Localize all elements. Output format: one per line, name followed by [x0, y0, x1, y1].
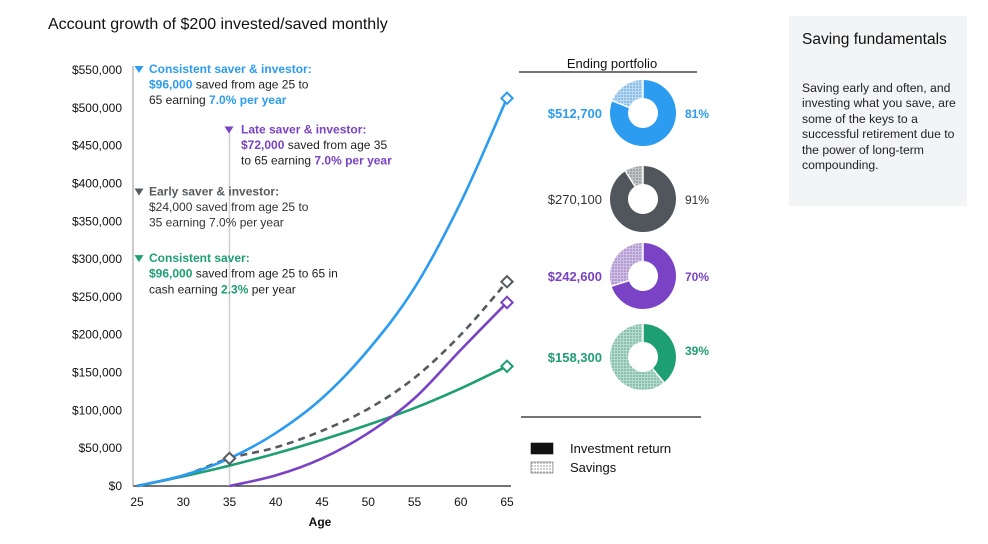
- donut-savings-tint: [612, 80, 643, 108]
- series-end-marker: [499, 295, 515, 310]
- series-line-consistent-saver: [136, 365, 508, 488]
- y-tick-label: $0: [109, 479, 123, 493]
- donut-investment-slice: [610, 80, 677, 146]
- y-tick-label: $350,000: [72, 214, 122, 228]
- sidebar-heading: Saving fundamentals: [802, 31, 947, 48]
- donut-savings-tint: [625, 166, 643, 187]
- legend-solid-swatch: [530, 442, 554, 455]
- legend-label: Savings: [570, 460, 617, 475]
- x-tick-label: 40: [269, 495, 283, 509]
- chart-area: $0 $50,000 $100,000 $150,000 $200,000 $250,00…: [72, 56, 709, 529]
- portfolio-percent: 91%: [685, 193, 709, 207]
- legend-label: Investment return: [570, 441, 671, 456]
- x-tick-label: 60: [454, 495, 468, 509]
- annotation-marker-icon: [224, 126, 234, 134]
- portfolio-value: $242,600: [548, 269, 602, 284]
- annotation-text: 35 earning 7.0% per year: [149, 216, 284, 230]
- ending-portfolio-title: Ending portfolio: [567, 56, 657, 71]
- annotation-text: Late saver & investor:: [241, 123, 366, 137]
- annotation-text: Consistent saver & investor:: [149, 62, 312, 76]
- series-line-consistent-saver-investor: [136, 97, 509, 488]
- annotation-text: Consistent saver:: [149, 251, 250, 265]
- series-end-marker: [499, 91, 515, 106]
- annotation-text: $96,000 saved from age 25 to 65 in: [149, 267, 338, 281]
- series-end-marker: [499, 274, 515, 289]
- portfolio-donut: $270,100 91%: [548, 166, 709, 232]
- portfolio-donut: $512,700 81%: [548, 80, 709, 146]
- x-tick-label: 55: [408, 495, 422, 509]
- x-tick-label: 25: [130, 495, 144, 509]
- donut-investment-slice: [610, 166, 676, 232]
- portfolio-percent: 81%: [685, 107, 709, 121]
- series-end-marker: [499, 359, 515, 374]
- series-line-early-saver-investor: [136, 280, 508, 488]
- x-tick-label: 45: [315, 495, 329, 509]
- y-tick-label: $50,000: [79, 441, 123, 455]
- annotation-text: to 65 earning 7.0% per year: [241, 154, 392, 168]
- donut-savings-tint: [610, 243, 643, 287]
- y-tick-label: $550,000: [72, 63, 122, 77]
- donut-savings-slice: [612, 80, 643, 108]
- x-tick-label: 30: [177, 495, 191, 509]
- annotation-text: $24,000 saved from age 25 to: [149, 200, 309, 214]
- y-tick-label: $400,000: [72, 176, 122, 190]
- y-tick-label: $500,000: [72, 101, 122, 115]
- donut-investment-slice: [611, 243, 676, 309]
- portfolio-percent: 39%: [685, 344, 709, 358]
- donut-savings-slice: [625, 166, 643, 187]
- annotation-marker-icon: [134, 255, 144, 263]
- annotation-text: cash earning 2.3% per year: [149, 282, 296, 296]
- x-tick-label: 65: [500, 495, 514, 509]
- y-tick-label: $200,000: [72, 328, 122, 342]
- portfolio-value: $158,300: [548, 350, 602, 365]
- y-tick-label: $300,000: [72, 252, 122, 266]
- portfolio-value: $512,700: [548, 106, 602, 121]
- x-tick-label: 35: [223, 495, 237, 509]
- annotation-text: 65 earning 7.0% per year: [149, 93, 287, 107]
- annotation-text: $72,000 saved from age 35: [241, 138, 387, 152]
- legend-dotted-swatch: [530, 461, 554, 474]
- annotation-marker-icon: [134, 188, 144, 196]
- annotation-text: Early saver & investor:: [149, 185, 279, 199]
- x-axis-label: Age: [309, 515, 332, 529]
- x-tick-label: 50: [362, 495, 376, 509]
- y-tick-label: $450,000: [72, 139, 122, 153]
- chart-title: Account growth of $200 invested/saved mo…: [48, 16, 388, 33]
- portfolio-donut: $242,600 70%: [548, 243, 709, 309]
- donut-savings-tint: [610, 324, 665, 390]
- donut-savings-slice: [610, 324, 665, 390]
- portfolio-percent: 70%: [685, 270, 709, 284]
- series-line-late-saver-investor: [229, 301, 508, 488]
- annotation-text: $96,000 saved from age 25 to: [149, 78, 309, 92]
- sidebar-panel: Saving fundamentals Saving early and oft…: [789, 16, 967, 206]
- annotation-marker-icon: [134, 66, 144, 73]
- series-midpoint-marker: [222, 451, 237, 466]
- y-tick-label: $150,000: [72, 366, 122, 380]
- donut-savings-slice: [610, 243, 643, 287]
- donut-investment-slice: [643, 324, 677, 383]
- y-tick-label: $100,000: [72, 403, 122, 417]
- y-tick-label: $250,000: [72, 290, 122, 304]
- portfolio-donut: $158,300 39%: [548, 324, 709, 390]
- portfolio-value: $270,100: [548, 192, 602, 207]
- sidebar-body: Saving early and often, and investing wh…: [802, 81, 956, 173]
